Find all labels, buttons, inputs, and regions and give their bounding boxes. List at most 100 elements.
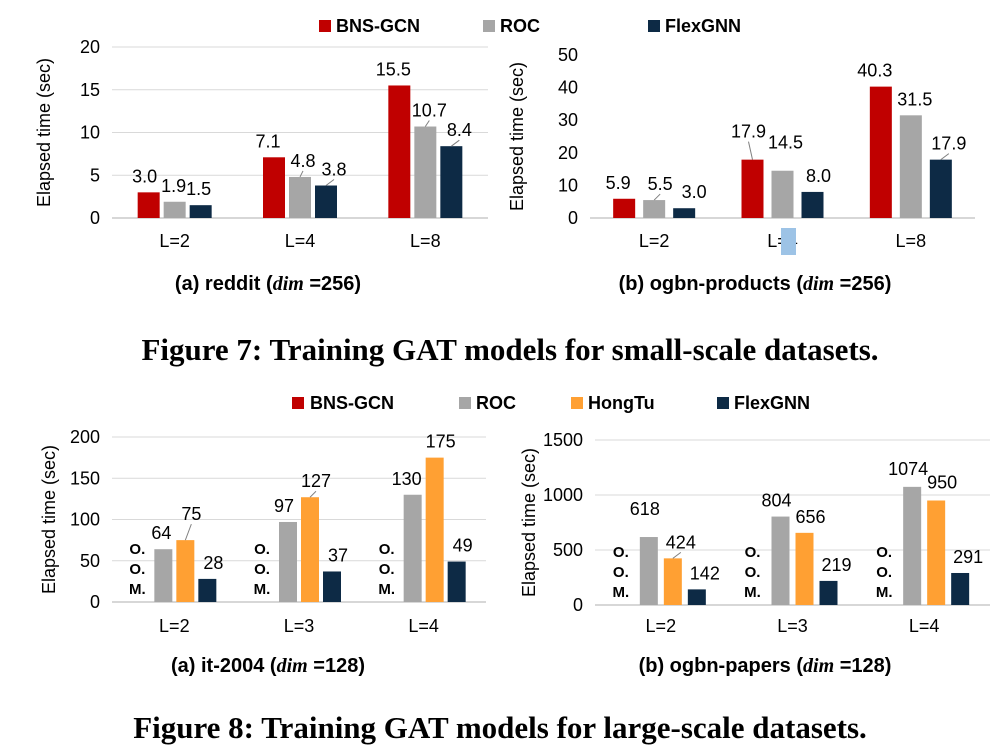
legend-swatch-hongtu [571, 397, 583, 409]
y-tick-label: 20 [80, 37, 100, 57]
oom-label: O. [379, 541, 395, 558]
data-label: 175 [426, 432, 456, 452]
data-label: 15.5 [376, 59, 411, 79]
bar-flexgnn-l8 [440, 146, 463, 218]
bar-bns-gcn-l2 [137, 192, 160, 218]
oom-label: M. [744, 584, 761, 601]
y-tick-label: 10 [80, 123, 100, 143]
data-label: 49 [453, 536, 473, 556]
bar-roc-l3 [279, 521, 297, 602]
data-label: 8.0 [806, 166, 831, 186]
label-leader-line [309, 490, 317, 498]
bar-flexgnn-l4 [951, 572, 970, 605]
data-label: 3.0 [132, 166, 157, 186]
legend-label-roc: ROC [476, 393, 516, 413]
subplot-title-prefix: (b) ogbn-papers ( [639, 655, 804, 677]
oom-label: M. [612, 584, 629, 601]
subplot-title-dim: dim [803, 273, 834, 295]
data-label: 950 [927, 473, 957, 493]
y-tick-label: 0 [90, 208, 100, 228]
oom-label: O. [254, 541, 270, 558]
legend-swatch-bns-gcn [292, 397, 304, 409]
chart-ogbn-products: 0 10 20 30 40 50 Elapsed time (sec) L=2 5.9 5.5 3.… [507, 45, 975, 295]
oom-label: M. [129, 581, 146, 598]
bar-roc-l8 [414, 126, 437, 218]
oom-label: O. [613, 564, 629, 581]
oom-label: O. [129, 541, 145, 558]
bar-bns-gcn-l2 [613, 198, 636, 218]
chart-it-2004: 0 50 100 150 200 Elapsed time (sec) L=2 O. O. M. 6… [39, 427, 486, 677]
fig8-legend: BNS-GCN ROC HongTu FlexGNN [292, 393, 810, 413]
y-tick-label: 0 [568, 208, 578, 228]
data-label: 7.1 [255, 131, 280, 151]
legend-label-flexgnn: FlexGNN [734, 393, 810, 413]
label-leader-line [672, 551, 682, 559]
x-tick-label: L=2 [639, 231, 670, 251]
label-leader-line [748, 141, 753, 160]
subplot-title-suffix: =256) [834, 273, 891, 295]
label-leader-line [184, 523, 192, 541]
oom-label: O. [745, 564, 761, 581]
data-label: 1074 [888, 459, 928, 479]
data-label: 219 [821, 555, 851, 575]
data-label: 291 [953, 547, 983, 567]
data-label: 424 [666, 532, 696, 552]
subplot-title: (a) it-2004 (dim =128) [171, 655, 365, 677]
text-selection-highlight [781, 228, 796, 255]
y-tick-label: 10 [558, 175, 578, 195]
legend-swatch-bns-gcn [319, 20, 331, 32]
y-tick-label: 0 [90, 592, 100, 612]
figure8-caption: Figure 8: Training GAT models for large-… [133, 710, 867, 745]
data-label: 1.9 [161, 176, 186, 196]
data-label: 40.3 [857, 61, 892, 81]
legend-swatch-roc [459, 397, 471, 409]
y-axis-label: Elapsed time (sec) [507, 62, 527, 211]
legend-swatch-flexgnn [648, 20, 660, 32]
y-axis-label: Elapsed time (sec) [519, 448, 539, 597]
bar-flexgnn-l2 [673, 208, 696, 218]
data-label: 14.5 [768, 133, 803, 153]
oom-label: O. [613, 544, 629, 561]
y-tick-label: 200 [70, 427, 100, 447]
legend-label-flexgnn: FlexGNN [665, 16, 741, 36]
oom-label: O. [379, 561, 395, 578]
y-tick-label: 20 [558, 143, 578, 163]
label-leader-line [299, 170, 304, 178]
bar-flexgnn-l4 [801, 191, 824, 218]
bar-roc-l2 [639, 537, 658, 605]
subplot-title-dim: dim [277, 655, 308, 677]
bar-roc-l4 [771, 170, 794, 218]
data-label: 8.4 [447, 120, 472, 140]
bar-bns-gcn-l8 [869, 86, 892, 218]
data-label: 656 [795, 507, 825, 527]
x-tick-label: L=4 [909, 616, 940, 636]
subplot-title: (b) ogbn-papers (dim =128) [639, 655, 892, 677]
data-label: 127 [301, 471, 331, 491]
data-label: 31.5 [897, 89, 932, 109]
oom-label: O. [876, 544, 892, 561]
y-axis-label: Elapsed time (sec) [39, 445, 59, 594]
bar-roc-l3 [771, 516, 790, 605]
label-leader-line [653, 193, 661, 201]
legend-label-roc: ROC [500, 16, 540, 36]
bar-flexgnn-l3 [819, 580, 838, 605]
bar-roc-l4 [403, 494, 422, 602]
bar-flexgnn-l8 [929, 159, 952, 218]
bar-bns-gcn-l4 [741, 159, 764, 218]
data-label: 804 [761, 491, 791, 511]
y-tick-label: 30 [558, 110, 578, 130]
y-tick-label: 1000 [543, 485, 583, 505]
bar-flexgnn-l4 [447, 561, 466, 602]
bar-hongtu-l2 [176, 540, 195, 602]
data-label: 3.8 [321, 160, 346, 180]
x-tick-label: L=3 [284, 616, 315, 636]
y-tick-label: 100 [70, 510, 100, 530]
data-label: 142 [690, 563, 720, 583]
subplot-title-dim: dim [273, 273, 304, 295]
bar-bns-gcn-l4 [263, 157, 285, 218]
legend-swatch-flexgnn [717, 397, 729, 409]
data-label: 10.7 [412, 101, 447, 121]
x-tick-label: L=2 [159, 616, 190, 636]
y-tick-label: 50 [558, 45, 578, 65]
